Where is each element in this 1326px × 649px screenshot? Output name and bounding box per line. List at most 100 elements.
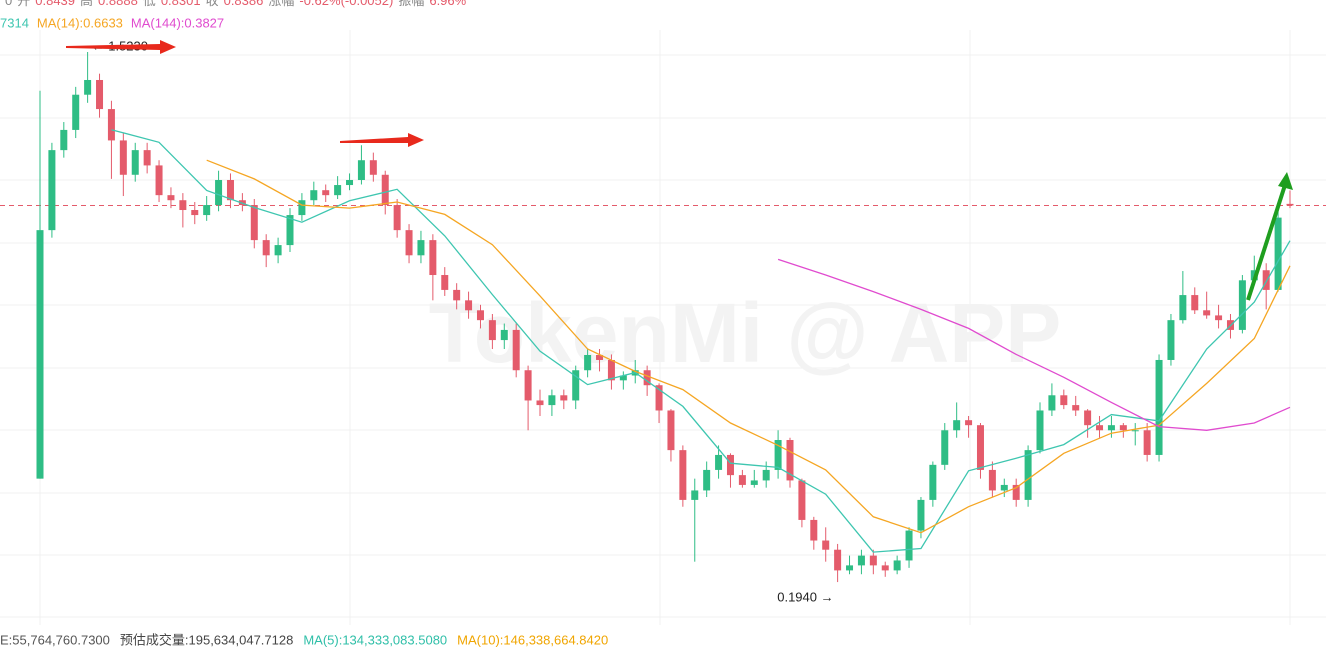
volume-info: E:55,764,760.7300: [0, 632, 110, 647]
candle-body: [405, 230, 413, 256]
legend-entry: MA(14):0.6633: [37, 15, 123, 30]
candle-body: [1096, 425, 1104, 431]
arrows: [66, 40, 1293, 301]
candle-body: [1012, 484, 1020, 500]
candle-body: [96, 79, 104, 110]
candle-body: [322, 190, 330, 196]
header: 0 开 0.8439 高 0.8888 低 0.8301 收 0.8386 涨幅 -0.62%(-0…: [5, 0, 467, 8]
candle-body: [762, 469, 770, 481]
candle-body: [893, 560, 901, 571]
candle-body: [357, 160, 365, 180]
candle-body: [131, 150, 139, 175]
candle-body: [786, 440, 794, 481]
header-item: -0.62%(-0.0052): [299, 0, 393, 8]
candle-body: [619, 375, 627, 381]
candle-body: [334, 185, 342, 196]
header-item: 收: [206, 0, 219, 8]
candle-body: [988, 469, 996, 491]
marks: ← 1.52300.1940 →: [0, 38, 1326, 605]
candle-body: [1274, 217, 1282, 290]
header-item: 涨幅: [268, 0, 294, 8]
green-arrow-head: [1278, 172, 1293, 190]
candle-body: [465, 300, 473, 311]
header-item: 0.8888: [98, 0, 138, 8]
ma-line: [777, 258, 1291, 431]
candle-body: [679, 450, 687, 500]
candle-body: [298, 200, 306, 216]
candle-body: [72, 94, 80, 130]
header-item: 0.8301: [161, 0, 201, 8]
candle-body: [1131, 430, 1139, 432]
candle-body: [738, 475, 746, 485]
candle-body: [1215, 315, 1223, 321]
candle-body: [869, 555, 877, 566]
watermark: TokenMi @ APP: [429, 286, 1062, 380]
candle-body: [1060, 395, 1068, 406]
candle-body: [1107, 425, 1115, 431]
candle-body: [1024, 450, 1032, 500]
candle-body: [1036, 410, 1044, 451]
candle-body: [48, 150, 56, 231]
candle-body: [262, 240, 270, 256]
candle-body: [191, 210, 199, 216]
header-item: 振幅: [398, 0, 424, 8]
candle-body: [84, 79, 92, 95]
candle-body: [1048, 395, 1056, 411]
green-arrow: [1246, 184, 1287, 301]
candle-body: [1191, 295, 1199, 311]
header-item: 0.8386: [224, 0, 264, 8]
low-label: 0.1940 →: [777, 590, 833, 605]
candle-body: [655, 385, 663, 411]
candle-body: [417, 240, 425, 256]
candle-body: [167, 195, 175, 201]
candle-body: [1179, 295, 1187, 321]
candle-body: [976, 425, 984, 470]
ma-line: [206, 159, 1291, 534]
candle-body: [965, 420, 973, 426]
candle-body: [953, 420, 961, 431]
candle-body: [453, 289, 461, 301]
candle-body: [834, 549, 842, 571]
candle-body: [226, 179, 234, 201]
candle-body: [548, 395, 556, 406]
candle-body: [1155, 359, 1163, 455]
candle-body: [512, 329, 520, 371]
volume-info: MA(5):134,333,083.5080: [303, 632, 447, 647]
candle-body: [536, 400, 544, 406]
candle-body: [1286, 203, 1294, 206]
candle-body: [36, 230, 44, 479]
candle-body: [572, 370, 580, 401]
candle-body: [107, 109, 115, 141]
candle-body: [1262, 270, 1270, 290]
candle-body: [798, 480, 806, 520]
volume-info: 预估成交量:195,634,047.7128: [120, 632, 293, 647]
candle-body: [250, 205, 258, 241]
candle-body: [703, 469, 711, 491]
candle-body: [726, 454, 734, 476]
candle-body: [119, 140, 127, 175]
candle-body: [476, 310, 484, 321]
candle-body: [1167, 320, 1175, 360]
candle-body: [1000, 484, 1008, 491]
candle-body: [846, 565, 854, 571]
header-item: 开: [17, 0, 30, 8]
candle-body: [274, 245, 282, 256]
header-item: 6.96%: [429, 0, 466, 8]
candle-body: [1119, 425, 1127, 431]
candle-body: [441, 275, 449, 290]
candle-body: [905, 530, 913, 561]
header-item: 0: [5, 0, 12, 8]
candle-body: [750, 480, 758, 485]
candle-body: [917, 499, 925, 531]
candle-body: [560, 395, 568, 401]
candle-body: [500, 329, 508, 341]
legend-entry: MA(144):0.3827: [131, 15, 224, 30]
candle-body: [381, 174, 389, 206]
candle-body: [667, 410, 675, 451]
candle-body: [524, 370, 532, 401]
candle-body: [155, 165, 163, 196]
volume-info: MA(10):146,338,664.8420: [457, 632, 608, 647]
candle-body: [203, 205, 211, 216]
